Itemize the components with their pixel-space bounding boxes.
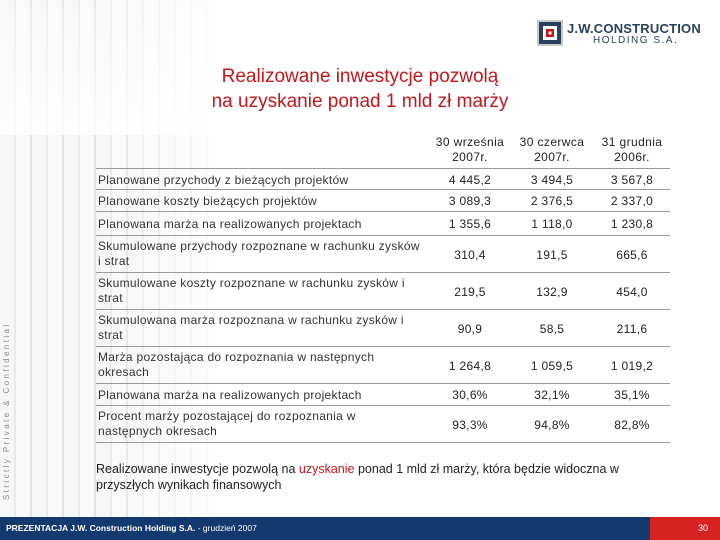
row-label: Planowana marża na realizowanych projekt… [98,388,362,402]
row-value: 1 355,6 [448,217,492,231]
data-table: 30 września 2007r. 30 czerwca 2007r. 31 … [96,135,670,443]
column-header-date: 30 czerwca [519,135,585,149]
row-value: 58,5 [539,322,565,336]
company-logo: J.W.CONSTRUCTION HOLDING S.A. [537,20,717,46]
row-label: Skumulowana marża rozpoznana w rachunku … [98,313,404,342]
page-number-box: 30 [650,517,720,540]
row-label: Marża pozostająca do rozpoznania w nastę… [98,350,375,379]
footer-bar: PREZENTACJA J.W. Construction Holding S.… [0,517,720,540]
row-value: 3 567,8 [610,173,654,187]
summary-highlight: uzyskanie [298,462,355,476]
row-value: 4 445,2 [448,173,492,187]
column-header-year: 2007r. [534,150,570,164]
row-value: 2 337,0 [610,194,654,208]
row-value: 90,9 [457,322,483,336]
row-label: Planowane koszty bieżących projektów [98,194,317,208]
row-value: 1 059,5 [530,359,574,373]
table-row: Marża pozostająca do rozpoznania w nastę… [96,347,670,384]
column-header-date: 31 grudnia [601,135,663,149]
row-value: 1 118,0 [531,217,573,231]
table-row: Planowane przychody z bieżących projektó… [96,168,670,190]
row-value: 454,0 [616,285,648,299]
row-value: 211,6 [616,322,648,336]
table-row: Planowane koszty bieżących projektów 3 0… [96,190,670,212]
column-header: 31 grudnia 2006r. [592,135,672,165]
column-header-year: 2007r. [452,150,488,164]
summary-text: Realizowane inwestycje pozwolą na uzyska… [96,461,666,493]
title-line-1: Realizowane inwestycje pozwolą [221,66,499,87]
confidential-label: Strictly Private & Confidential [2,322,11,500]
row-value: 665,6 [616,248,648,262]
background-top-fade [0,0,720,135]
row-value: 1 230,8 [610,217,654,231]
footer-date: - grudzień 2007 [195,523,257,533]
title-line-2: na uzyskanie ponad 1 mld zł marży [211,91,509,112]
table-row: Planowana marża na realizowanych projekt… [96,384,670,406]
footer-presentation-name: PREZENTACJA J.W. Construction Holding S.… [6,523,196,533]
row-value: 1 264,8 [448,359,492,373]
row-value: 3 494,5 [530,173,574,187]
row-label: Skumulowane przychody rozpoznane w rachu… [98,239,420,268]
row-value: 2 376,5 [530,194,574,208]
logo-mark-icon [537,20,563,46]
page-title: Realizowane inwestycje pozwolą na uzyska… [150,64,570,114]
table-row: Skumulowane przychody rozpoznane w rachu… [96,236,670,273]
row-value: 191,5 [536,248,568,262]
row-value: 93,3% [452,418,488,432]
row-label: Planowane przychody z bieżących projektó… [98,173,349,187]
table-row: Procent marży pozostającej do rozpoznani… [96,406,670,443]
row-label: Procent marży pozostającej do rozpoznani… [98,409,356,438]
row-value: 3 089,3 [448,194,492,208]
column-header: 30 czerwca 2007r. [512,135,592,165]
row-value: 132,9 [536,285,568,299]
row-value: 219,5 [454,285,486,299]
row-label: Planowana marża na realizowanych projekt… [98,217,362,231]
table-header: 30 września 2007r. 30 czerwca 2007r. 31 … [96,135,670,168]
row-label: Skumulowane koszty rozpoznane w rachunku… [98,276,405,305]
logo-name: J.W.CONSTRUCTION [567,21,701,36]
table-row: Planowana marża na realizowanych projekt… [96,212,670,236]
row-value: 30,6% [452,388,488,402]
table-row: Skumulowane koszty rozpoznane w rachunku… [96,273,670,310]
row-value: 310,4 [454,248,486,262]
row-value: 32,1% [534,388,570,402]
row-value: 82,8% [614,418,650,432]
column-header-date: 30 września [435,135,505,149]
summary-part-2: ponad 1 mld zł marży, która będzie widoc… [96,462,619,492]
footer-text: PREZENTACJA J.W. Construction Holding S.… [6,523,257,533]
column-header-year: 2006r. [614,150,650,164]
row-value: 1 019,2 [610,359,654,373]
logo-subtitle: HOLDING S.A. [593,35,679,46]
page-number: 30 [697,523,708,533]
row-value: 94,8% [534,418,570,432]
summary-part-1: Realizowane inwestycje pozwolą na [96,462,299,476]
table-row: Skumulowana marża rozpoznana w rachunku … [96,310,670,347]
column-header: 30 września 2007r. [430,135,510,165]
row-value: 35,1% [614,388,650,402]
